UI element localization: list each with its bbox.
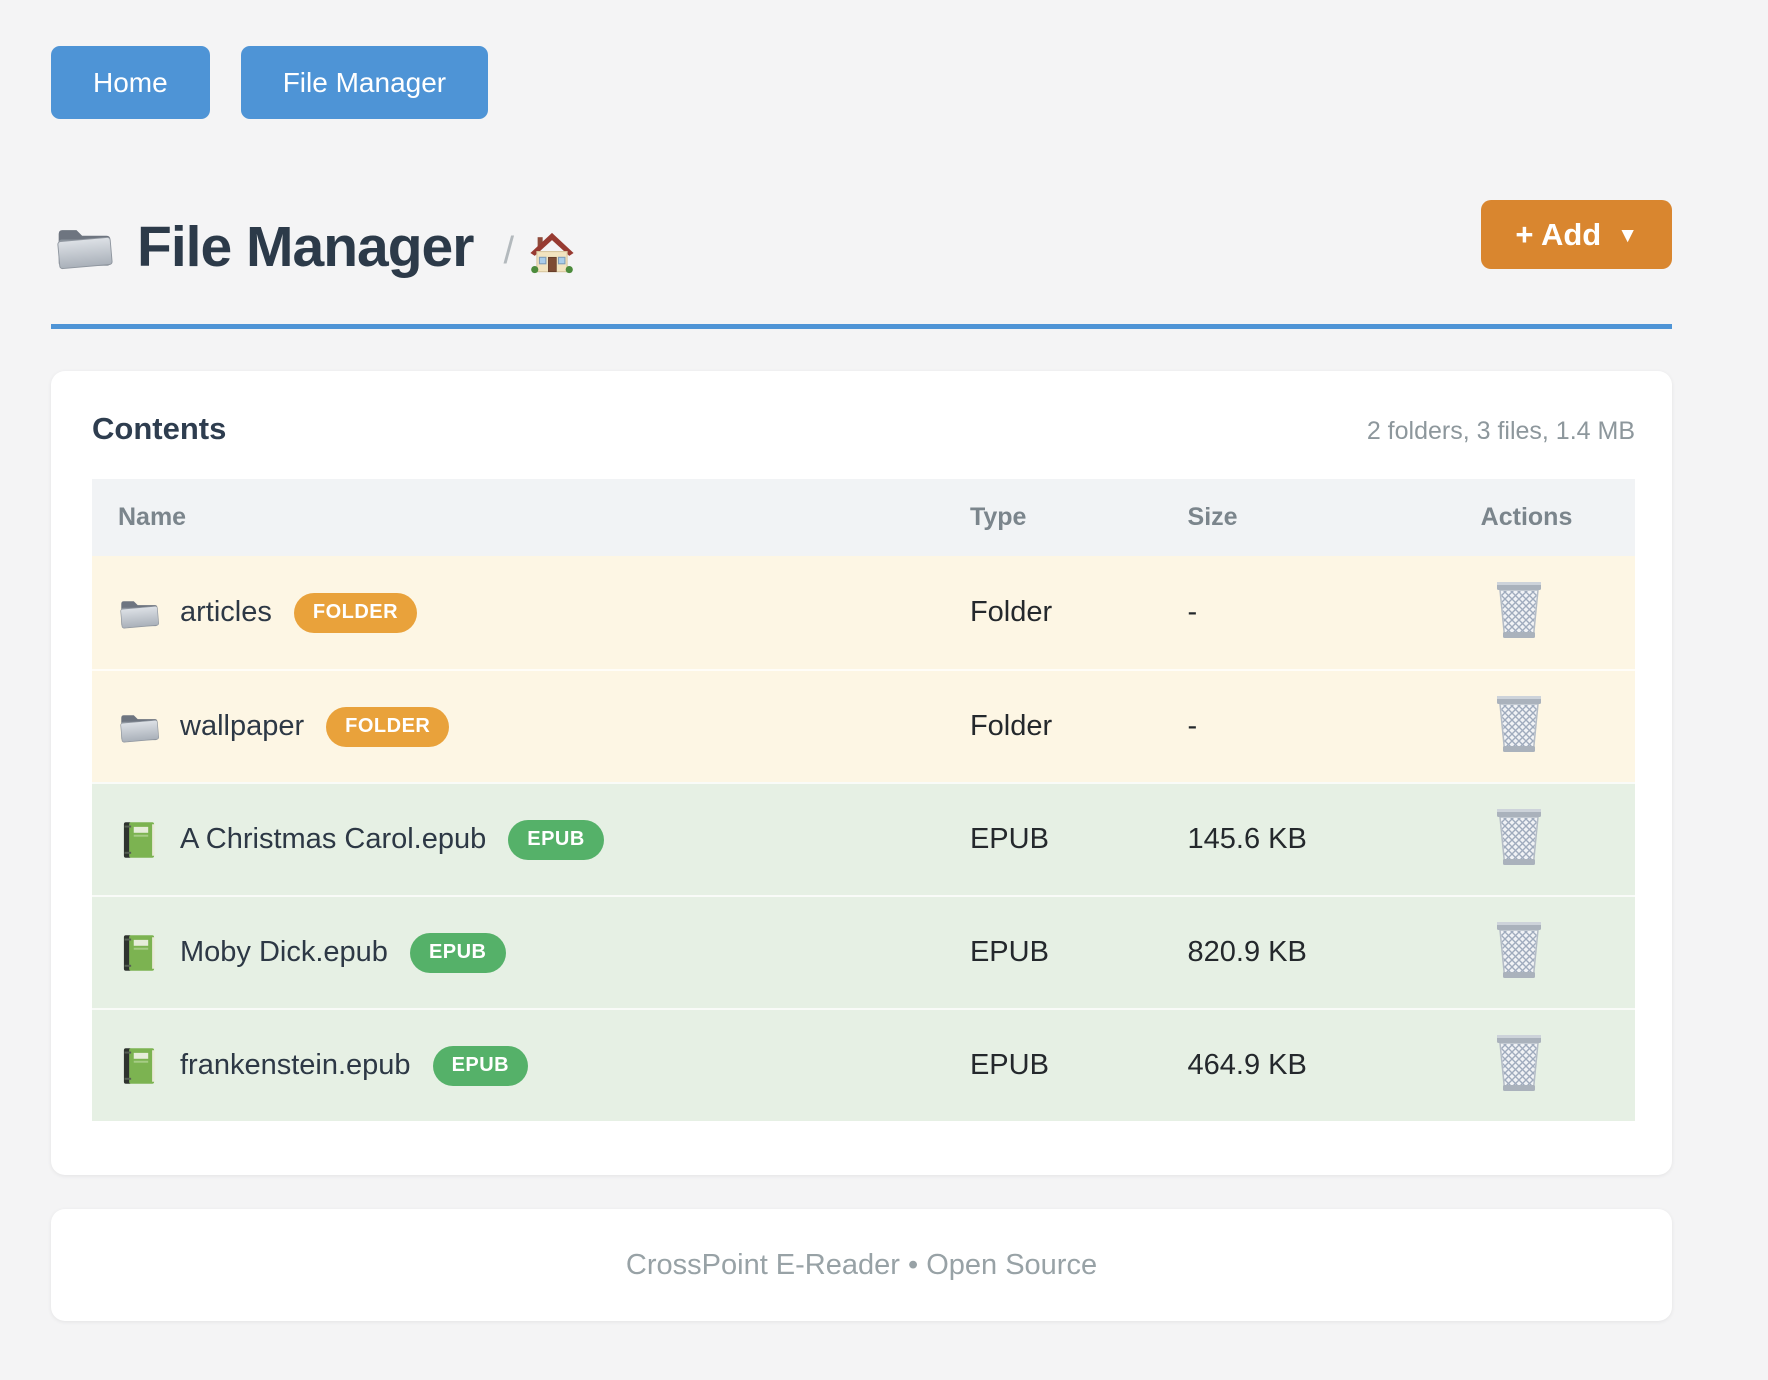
folder-icon	[118, 706, 160, 748]
file-name: articles	[180, 596, 272, 628]
file-name: Moby Dick.epub	[180, 936, 388, 968]
trash-icon	[1491, 918, 1547, 982]
contents-heading: Contents	[92, 411, 227, 446]
add-button[interactable]: + Add ▼	[1481, 200, 1672, 269]
file-size: -	[1187, 596, 1198, 628]
table-row[interactable]: A Christmas Carol.epub EPUB EPUB 145.6 K…	[92, 782, 1635, 895]
delete-button[interactable]	[1491, 1031, 1547, 1095]
contents-table: Name Type Size Actions articles FOLDER F…	[92, 479, 1635, 1121]
green-book-icon	[118, 819, 160, 861]
title-divider	[51, 324, 1672, 329]
delete-button[interactable]	[1491, 578, 1547, 642]
green-book-icon	[118, 932, 160, 974]
trash-icon	[1491, 578, 1547, 642]
file-size: 820.9 KB	[1187, 936, 1307, 968]
table-row[interactable]: articles FOLDER Folder -	[92, 556, 1635, 669]
file-type-badge: EPUB	[432, 1045, 529, 1086]
top-nav: Home File Manager	[51, 46, 1672, 119]
trash-icon	[1491, 692, 1547, 756]
green-book-icon	[118, 1045, 160, 1087]
table-row[interactable]: frankenstein.epub EPUB EPUB 464.9 KB	[92, 1008, 1635, 1121]
file-name: frankenstein.epub	[180, 1049, 411, 1081]
house-icon[interactable]	[528, 230, 576, 276]
file-name: A Christmas Carol.epub	[180, 823, 487, 855]
file-type: Folder	[969, 710, 1053, 742]
file-type: Folder	[969, 596, 1053, 628]
footer: CrossPoint E-Reader • Open Source	[51, 1209, 1672, 1321]
breadcrumb-separator: /	[503, 229, 514, 272]
folder-icon	[118, 592, 160, 634]
trash-icon	[1491, 805, 1547, 869]
table-row[interactable]: wallpaper FOLDER Folder -	[92, 669, 1635, 782]
contents-summary: 2 folders, 3 files, 1.4 MB	[1366, 417, 1635, 445]
delete-button[interactable]	[1491, 918, 1547, 982]
caret-down-icon: ▼	[1617, 223, 1638, 247]
delete-button[interactable]	[1491, 692, 1547, 756]
file-type: EPUB	[969, 1049, 1049, 1081]
file-type-badge: EPUB	[508, 819, 604, 860]
delete-button[interactable]	[1491, 805, 1547, 869]
page-container: Home File Manager File Manager / + Add ▼…	[51, 0, 1672, 1321]
file-name: wallpaper	[180, 710, 305, 742]
column-header-type: Type	[969, 503, 1027, 531]
nav-home-button[interactable]: Home	[51, 46, 210, 119]
column-header-size: Size	[1187, 503, 1238, 531]
file-type-badge: FOLDER	[326, 706, 450, 747]
table-header-row: Name Type Size Actions	[92, 479, 1635, 556]
nav-file-manager-button[interactable]: File Manager	[240, 46, 489, 119]
file-type: EPUB	[969, 823, 1049, 855]
trash-icon	[1491, 1031, 1547, 1095]
page-header: File Manager / + Add ▼	[51, 200, 1672, 280]
table-body: articles FOLDER Folder - wallpaper FOLDE…	[92, 556, 1635, 1121]
title-group: File Manager /	[51, 214, 576, 280]
file-size: 464.9 KB	[1187, 1049, 1307, 1081]
add-button-label: + Add	[1515, 216, 1602, 252]
table-row[interactable]: Moby Dick.epub EPUB EPUB 820.9 KB	[92, 895, 1635, 1008]
file-size: 145.6 KB	[1187, 823, 1307, 855]
file-type: EPUB	[969, 936, 1049, 968]
file-type-badge: FOLDER	[293, 592, 418, 633]
file-type-badge: EPUB	[409, 932, 506, 973]
footer-text: CrossPoint E-Reader • Open Source	[625, 1248, 1098, 1281]
page-title: File Manager	[137, 215, 474, 279]
contents-card: Contents 2 folders, 3 files, 1.4 MB Name…	[51, 371, 1672, 1175]
folder-icon	[51, 217, 117, 277]
column-header-name: Name	[118, 503, 187, 531]
file-size: -	[1187, 710, 1198, 742]
column-header-actions: Actions	[1480, 503, 1573, 531]
